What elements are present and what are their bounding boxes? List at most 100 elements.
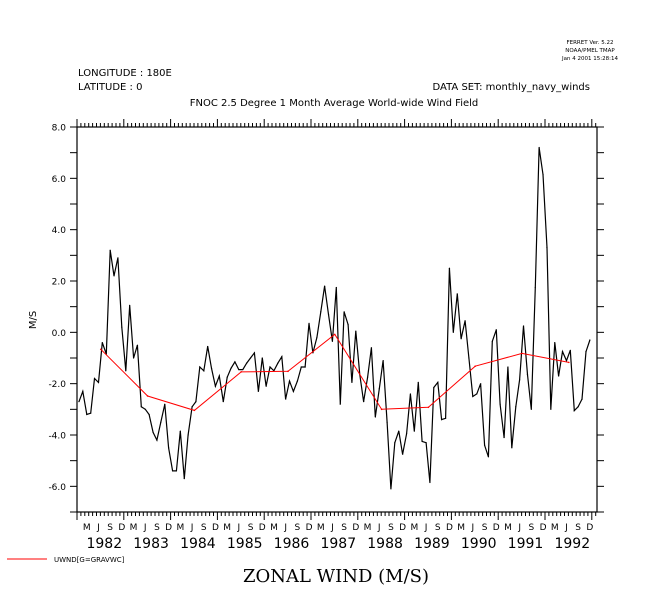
- x-month-label: M: [270, 523, 278, 533]
- x-month-label: M: [364, 523, 372, 533]
- monthly-wind-point: [129, 304, 131, 306]
- ferret-version: FERRET Ver. 5.22: [566, 40, 613, 46]
- monthly-wind-point: [144, 408, 146, 410]
- monthly-wind-point: [140, 406, 142, 408]
- y-axis-label: M/S: [28, 311, 39, 329]
- dataset-label: DATA SET: monthly_navy_winds: [433, 82, 590, 93]
- x-month-label: J: [143, 523, 147, 533]
- x-month-label: S: [294, 523, 300, 533]
- monthly-wind-point: [300, 366, 302, 368]
- monthly-wind-point: [511, 447, 513, 449]
- monthly-wind-point: [78, 401, 80, 403]
- x-month-label: J: [190, 523, 194, 533]
- monthly-wind-point: [308, 322, 310, 324]
- x-month-label: D: [540, 523, 547, 533]
- monthly-wind-point: [164, 403, 166, 405]
- monthly-wind-point: [117, 257, 119, 259]
- monthly-wind-point: [573, 410, 575, 412]
- monthly-wind-point: [242, 368, 244, 371]
- monthly-wind-point: [132, 357, 135, 359]
- monthly-wind-point: [421, 440, 423, 443]
- monthly-wind-point: [281, 356, 283, 358]
- x-year-label: 1992: [554, 536, 590, 552]
- x-month-label: S: [201, 523, 207, 533]
- monthly-wind-point: [324, 285, 326, 287]
- x-year-label: 1989: [414, 536, 450, 552]
- x-month-label: M: [551, 523, 559, 533]
- x-month-label: D: [399, 523, 406, 533]
- monthly-wind-point: [343, 311, 345, 313]
- monthly-wind-point: [581, 398, 583, 400]
- monthly-wind-point: [363, 401, 365, 403]
- monthly-wind-point: [168, 447, 170, 449]
- x-month-label: S: [154, 523, 160, 533]
- monthly-wind-point: [550, 408, 552, 410]
- monthly-wind-point: [534, 286, 536, 289]
- monthly-wind-point: [433, 386, 435, 389]
- monthly-wind-point: [226, 376, 228, 378]
- monthly-wind-point: [312, 352, 314, 354]
- monthly-wind-point: [402, 453, 404, 455]
- annual-mean-point: [287, 370, 289, 373]
- monthly-wind-point: [257, 390, 259, 392]
- monthly-wind-point: [238, 368, 240, 371]
- x-month-label: J: [564, 523, 568, 533]
- monthly-wind-point: [222, 401, 224, 403]
- monthly-wind-point: [483, 444, 486, 446]
- monthly-wind-point: [491, 340, 493, 342]
- monthly-wind-point: [495, 329, 497, 331]
- monthly-wind-point: [160, 421, 162, 423]
- latitude-label: LATITUDE : 0: [78, 82, 142, 93]
- monthly-wind-point: [292, 390, 295, 392]
- monthly-wind-point: [183, 478, 185, 480]
- monthly-wind-point: [522, 325, 525, 327]
- monthly-wind-point: [179, 430, 181, 432]
- ferret-date: Jan 4 2001 15:28:14: [561, 56, 618, 62]
- monthly-wind-point: [253, 352, 256, 354]
- monthly-wind-point: [347, 324, 349, 326]
- x-month-label: S: [248, 523, 254, 533]
- x-month-label: J: [377, 523, 381, 533]
- x-month-label: M: [504, 523, 512, 533]
- monthly-wind-point: [121, 326, 123, 328]
- monthly-wind-point: [320, 311, 322, 313]
- monthly-wind-line: [78, 147, 591, 489]
- monthly-wind-point: [218, 375, 220, 377]
- monthly-wind-point: [339, 403, 341, 405]
- monthly-wind-point: [191, 406, 193, 408]
- monthly-wind-point: [327, 313, 330, 315]
- monthly-wind-point: [82, 390, 84, 392]
- monthly-wind-point: [554, 342, 556, 344]
- monthly-wind-point: [519, 379, 521, 381]
- monthly-wind-point: [441, 419, 443, 421]
- monthly-wind-point: [214, 385, 217, 387]
- y-tick-label: 2.0: [52, 278, 67, 288]
- annual-mean-point: [474, 365, 476, 368]
- monthly-wind-point: [390, 488, 392, 490]
- x-month-label: M: [223, 523, 231, 533]
- monthly-wind-point: [507, 366, 509, 368]
- monthly-wind-point: [499, 403, 501, 405]
- monthly-wind-point: [265, 385, 267, 387]
- monthly-wind-point: [86, 413, 88, 416]
- x-month-label: D: [586, 523, 593, 533]
- monthly-wind-point: [285, 398, 287, 400]
- monthly-wind-point: [304, 366, 306, 368]
- x-year-label: 1986: [274, 536, 310, 552]
- plot-frame: [76, 126, 598, 513]
- x-month-label: D: [493, 523, 500, 533]
- monthly-wind-point: [261, 357, 263, 359]
- monthly-wind-point: [234, 361, 236, 363]
- x-month-label: S: [388, 523, 394, 533]
- monthly-wind-point: [331, 340, 334, 342]
- x-year-label: 1988: [367, 536, 403, 552]
- monthly-wind-point: [417, 381, 419, 383]
- x-month-label: S: [528, 523, 534, 533]
- x-month-label: M: [317, 523, 325, 533]
- monthly-wind-point: [296, 380, 298, 382]
- monthly-wind-point: [472, 395, 474, 398]
- monthly-wind-point: [405, 433, 408, 435]
- x-month-label: M: [83, 523, 91, 533]
- monthly-wind-point: [526, 374, 529, 376]
